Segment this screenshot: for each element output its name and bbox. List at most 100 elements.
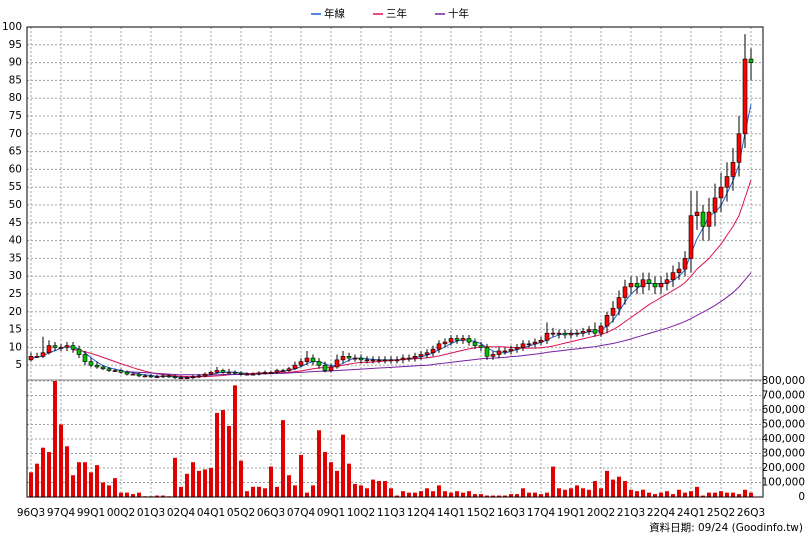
candle-body [298,361,304,366]
candle-body [412,355,418,359]
candle-body [202,373,208,377]
y-tick-label: 15 [9,324,22,336]
candle-body [280,370,286,372]
volume-bar [431,491,435,497]
candle-body [352,357,358,360]
candle-body [262,372,268,374]
candle-body [208,372,214,375]
candle-body [718,186,724,199]
candle-body [148,375,154,378]
candle-body [112,370,118,372]
candle-body [118,370,124,373]
volume-bar [215,412,219,497]
candle-body [700,211,706,227]
candle-body [562,332,568,336]
legend-label: 十年 [448,7,469,20]
candle-body [76,348,82,355]
candle-body [652,283,658,288]
x-tick-label: 19Q1 [557,507,585,519]
volume-bar [275,486,279,497]
footer: 資料日期: 09/24 (Goodinfo.tw) [649,521,803,534]
volume-bar [581,488,585,497]
candle-body [496,350,502,355]
volume-bar [335,470,339,497]
volume-bar [47,452,51,497]
candle-body [124,372,130,375]
candle-body [322,364,328,371]
candle-body [370,359,376,362]
volume-bar [41,447,45,497]
y-tick-label: 80 [9,92,22,104]
volume-bar [731,492,735,497]
volume-bar [473,494,477,497]
candle-body [556,332,562,335]
volume-bar [347,463,351,497]
y-tick-label: 65 [9,146,22,158]
volume-bar [479,494,483,497]
candle-body [502,350,508,353]
y2-tick-label: 400,000 [762,433,805,445]
candle-body [106,368,112,371]
candle-body [688,215,694,259]
volume-bar [359,485,363,497]
volume-bar [509,494,513,497]
volume-bar [65,446,69,497]
volume-bar [137,492,141,497]
volume-bar [707,492,711,497]
volume-bar [593,481,597,497]
volume-bar [407,492,411,497]
candle-body [196,375,202,378]
candle-body [70,345,76,350]
candle-body [736,133,742,163]
candle-body [310,357,316,362]
volume-bar [107,485,111,497]
volume-bar [239,460,243,497]
candle-body [184,377,190,379]
candle-body [742,58,748,135]
volume-bar [287,475,291,497]
volume-bar [497,495,501,497]
x-tick-label: 15Q2 [467,507,495,519]
volume-bar [257,486,261,497]
plot-frame [26,26,764,498]
candle-body [724,176,730,188]
x-tick-label: 17Q4 [527,507,556,519]
x-tick-label: 04Q1 [197,507,225,519]
volume-bar [653,494,657,497]
volume-bar [317,430,321,497]
candle-body [328,366,334,371]
candle-body [316,361,322,366]
candle-body [238,372,244,375]
candle-body [304,357,310,362]
candle-body [532,341,538,345]
volume-bar [647,492,651,497]
candle-body [586,329,592,332]
volume-bar [533,492,537,497]
volume-bar [557,488,561,497]
candle-body [334,359,340,368]
volume-bar [671,494,675,497]
volume-bar [113,478,117,497]
volume-bar [203,469,207,497]
volume-bar [485,495,489,497]
volume-bar [443,491,447,497]
volume-bar [227,425,231,497]
candle-body [706,211,712,227]
volume-bar [245,491,249,497]
volume-bar [461,492,465,497]
volume-bar [743,489,747,497]
volume-bar [281,420,285,497]
y-tick-label: 95 [9,39,22,51]
candle-body [58,347,64,349]
volume-bar [353,483,357,497]
candle-body [694,211,700,216]
candle-body [154,376,160,378]
candle-body [508,348,514,352]
volume-bar [575,485,579,497]
candle-body [550,332,556,335]
x-tick-label: 10Q2 [347,507,375,519]
y-tick-label: 25 [9,288,22,300]
y-tick-label: 75 [9,110,22,122]
candle-body [220,370,226,373]
x-tick-label: 02Q4 [167,507,196,519]
